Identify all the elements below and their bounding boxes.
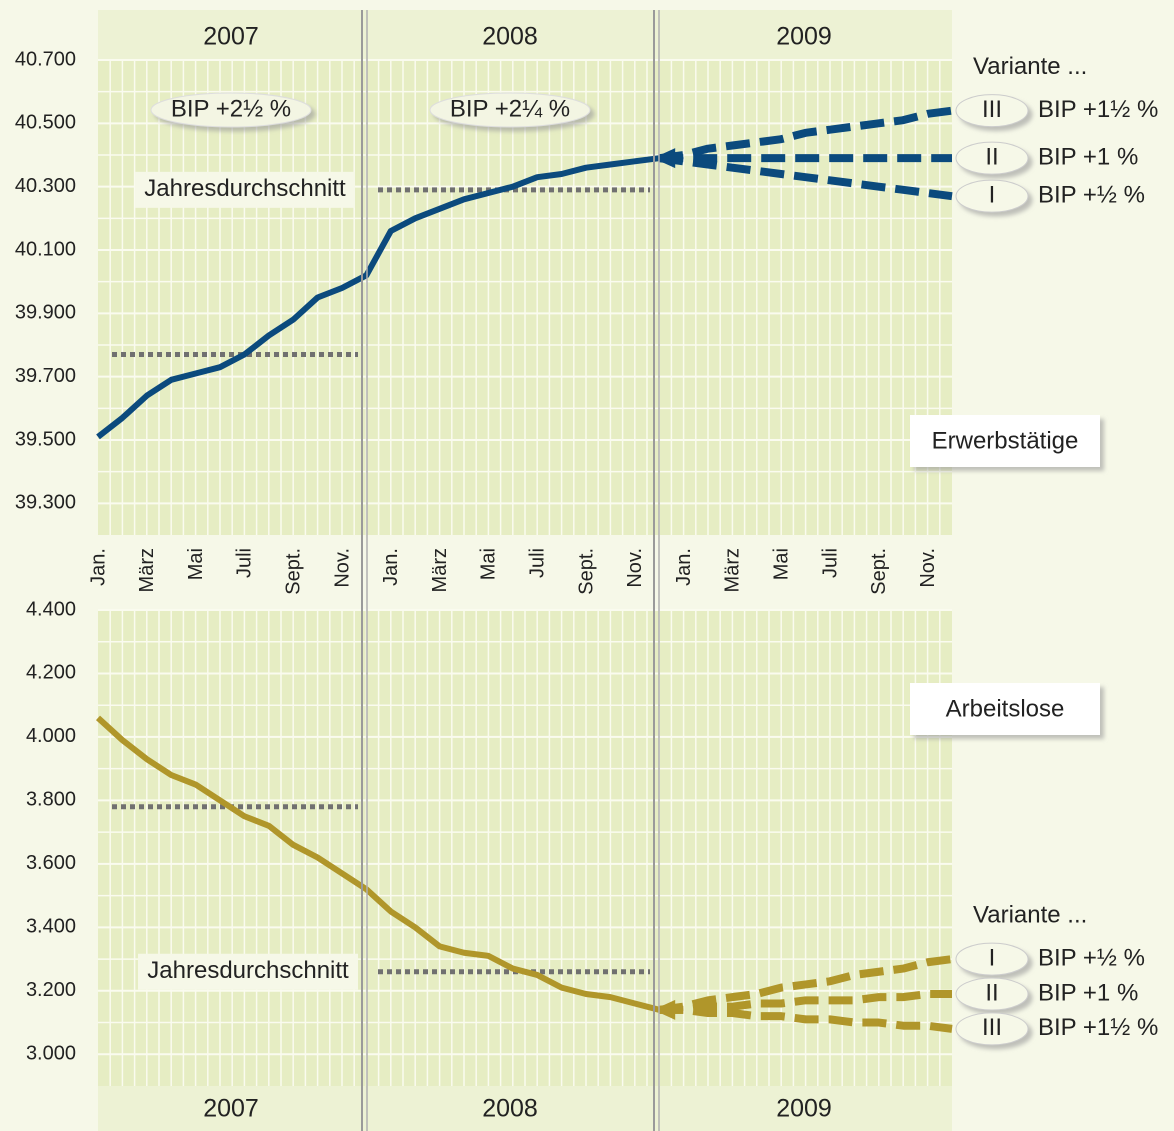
legend-label: BIP +1 % <box>1038 144 1138 171</box>
forecast-line <box>658 154 953 201</box>
x-tick-label: Nov. <box>624 548 646 588</box>
legend-badge <box>955 1012 1029 1046</box>
x-tick-label: Juli <box>234 548 256 578</box>
x-tick-label: März <box>136 548 158 592</box>
forecast-line <box>659 1005 953 1033</box>
legend-name: II <box>985 144 998 171</box>
legend-badge <box>955 179 1029 213</box>
y-tick-label: 4.000 <box>26 725 76 747</box>
panel-label: Arbeitslose <box>946 695 1065 722</box>
forecast-line <box>658 955 953 1014</box>
panel-label-bg <box>910 683 1100 735</box>
x-tick-label: Mai <box>478 548 500 580</box>
x-tick-label: März <box>429 548 451 592</box>
label-bg <box>138 953 358 990</box>
average-label: Jahresdurchschnitt <box>147 957 349 984</box>
legend-badge <box>955 942 1029 976</box>
forecast-line <box>658 106 953 163</box>
legend-name: III <box>982 1014 1002 1041</box>
legend-title: Variante ... <box>973 53 1087 80</box>
y-tick-label: 39.700 <box>15 365 76 387</box>
legend-label: BIP +½ % <box>1038 182 1145 209</box>
y-tick-label: 3.600 <box>26 852 76 874</box>
legend-label: BIP +½ % <box>1038 944 1145 971</box>
annotation-bg <box>150 92 312 128</box>
legend-name: I <box>989 182 996 209</box>
x-tick-label: März <box>722 548 744 592</box>
legend-badge <box>955 94 1029 128</box>
x-tick-label: Sept. <box>868 548 890 595</box>
panel-label: Erwerbstätige <box>932 427 1079 454</box>
x-tick-label: Sept. <box>282 548 304 595</box>
x-tick-label: Mai <box>770 548 792 580</box>
y-tick-label: 3.400 <box>26 916 76 938</box>
year-label: 2007 <box>203 1095 259 1123</box>
data-line <box>95 715 660 1013</box>
y-tick-label: 40.300 <box>15 175 76 197</box>
x-tick-label: Mai <box>185 548 207 580</box>
panel-label-bg <box>910 415 1100 467</box>
x-tick-label: Jan. <box>380 548 402 586</box>
legend-name: II <box>985 979 998 1006</box>
x-tick-label: Sept. <box>575 548 597 595</box>
x-tick-label: Juli <box>526 548 548 578</box>
legend-name: I <box>989 944 996 971</box>
legend-badge <box>955 141 1029 175</box>
legend-label: BIP +1½ % <box>1038 1014 1158 1041</box>
legend-name: III <box>982 96 1002 123</box>
y-tick-label: 40.500 <box>15 112 76 134</box>
x-tick-label: Juli <box>819 548 841 578</box>
label-bg <box>135 171 355 208</box>
y-tick-label: 4.200 <box>26 662 76 684</box>
y-tick-label: 4.400 <box>26 598 76 620</box>
y-tick-label: 39.500 <box>15 428 76 450</box>
y-tick-label: 3.800 <box>26 789 76 811</box>
y-tick-label: 3.200 <box>26 979 76 1001</box>
annotation-bg <box>429 92 591 128</box>
year-label: 2009 <box>776 23 832 51</box>
y-tick-label: 3.000 <box>26 1043 76 1065</box>
forecast-line <box>659 989 952 1014</box>
year-label: 2008 <box>482 23 538 51</box>
year-label: 2009 <box>776 1095 832 1123</box>
x-tick-label: Nov. <box>331 548 353 588</box>
average-label: Jahresdurchschnitt <box>144 175 346 202</box>
y-tick-label: 40.700 <box>15 48 76 70</box>
x-tick-label: Jan. <box>673 548 695 586</box>
legend-title: Variante ... <box>973 901 1087 928</box>
year-label: 2007 <box>203 23 259 51</box>
legend-label: BIP +1½ % <box>1038 96 1158 123</box>
y-tick-label: 39.300 <box>15 492 76 514</box>
year-label: 2008 <box>482 1095 538 1123</box>
legend-badge <box>955 977 1029 1011</box>
legend-label: BIP +1 % <box>1038 979 1138 1006</box>
year-strip <box>98 1086 952 1131</box>
y-tick-label: 39.900 <box>15 302 76 324</box>
x-tick-label: Jan. <box>87 548 109 586</box>
annotation: BIP +2¼ % <box>450 95 570 122</box>
y-tick-label: 40.100 <box>15 238 76 260</box>
year-strip <box>98 10 952 60</box>
annotation: BIP +2½ % <box>171 95 291 122</box>
x-tick-label: Nov. <box>917 548 939 588</box>
data-line <box>96 155 660 440</box>
